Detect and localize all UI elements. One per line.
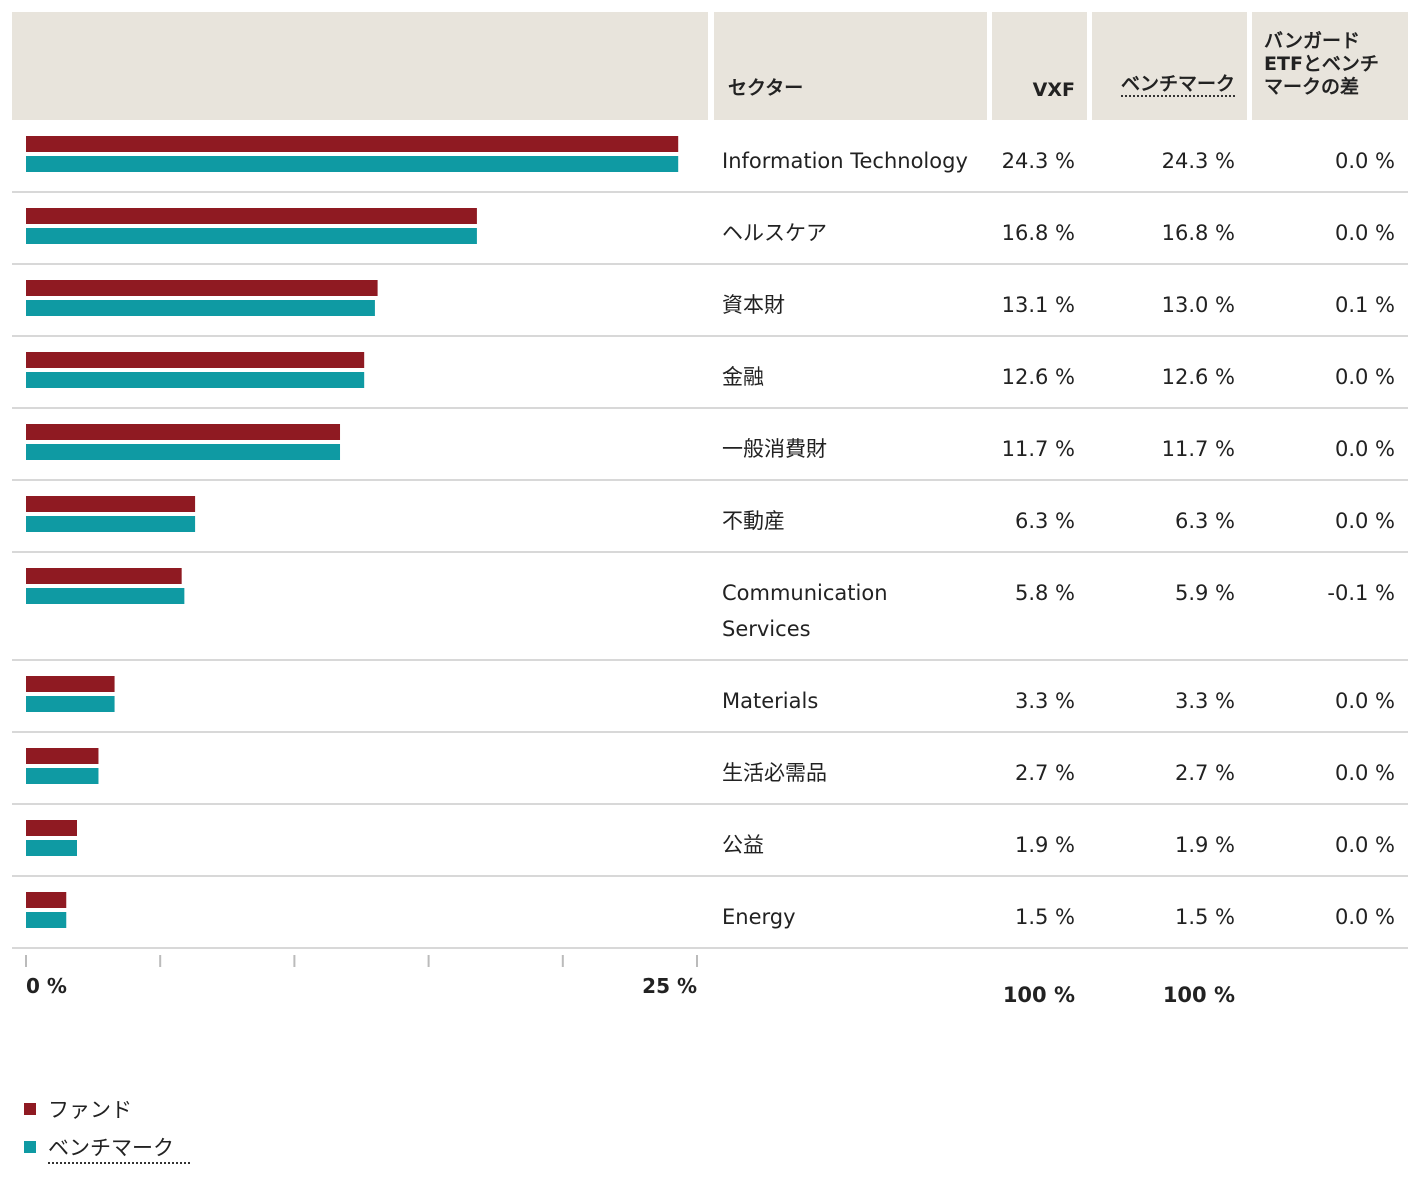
value-cell: 13.0 % (1161, 293, 1235, 317)
difference-cell: 0.0 % (1334, 365, 1395, 389)
x-tick-label: 0 % (26, 974, 67, 998)
value-cell: 5.8 % (1014, 581, 1075, 605)
sector-label: 公益 (722, 833, 764, 857)
value-cell: 16.8 % (1161, 221, 1235, 245)
header-cell (1092, 12, 1247, 120)
difference-cell: 0.0 % (1334, 833, 1395, 857)
value-cell: 11.7 % (1161, 437, 1235, 461)
value-cell: 24.3 % (1161, 149, 1235, 173)
difference-cell: 0.0 % (1334, 905, 1395, 929)
bar (26, 156, 679, 172)
header-cell (992, 12, 1087, 120)
sector-label: 一般消費財 (722, 437, 827, 461)
bar (26, 228, 477, 244)
total-cell: 100 % (1002, 983, 1075, 1007)
bar (26, 748, 99, 764)
difference-cell: 0.0 % (1334, 689, 1395, 713)
column-header: ベンチマーク (1092, 73, 1235, 97)
header-cell (12, 12, 708, 120)
value-cell: 3.3 % (1014, 689, 1075, 713)
bar (26, 300, 375, 316)
column-header: VXF (1032, 79, 1075, 101)
sector-label: 金融 (722, 365, 764, 389)
sector-label: 生活必需品 (722, 761, 827, 785)
sector-label: 不動産 (722, 509, 785, 533)
sector-label: Energy (722, 905, 796, 929)
value-cell: 3.3 % (1174, 689, 1235, 713)
total-cell: 100 % (1162, 983, 1235, 1007)
bar (26, 676, 115, 692)
legend-label: ベンチマーク (48, 1136, 174, 1160)
value-cell: 1.5 % (1174, 905, 1235, 929)
bar (26, 280, 378, 296)
sector-label: Communication Services (722, 581, 888, 641)
difference-cell: 0.0 % (1334, 509, 1395, 533)
bar (26, 444, 341, 460)
value-cell: 11.7 % (1001, 437, 1075, 461)
bar (26, 136, 679, 152)
bar (26, 208, 477, 224)
value-cell: 2.7 % (1014, 761, 1075, 785)
bar (26, 516, 196, 532)
sector-label: Information Technology (722, 149, 968, 173)
bar (26, 372, 365, 388)
bar (26, 912, 67, 928)
legend-swatch (24, 1103, 36, 1115)
value-cell: 16.8 % (1001, 221, 1075, 245)
bar (26, 568, 182, 584)
difference-cell: 0.0 % (1334, 149, 1395, 173)
bar (26, 768, 99, 784)
difference-cell: 0.0 % (1334, 437, 1395, 461)
value-cell: 5.9 % (1174, 581, 1235, 605)
bar (26, 696, 115, 712)
x-tick-label: 25 % (642, 974, 697, 998)
bar (26, 588, 185, 604)
sector-label: Materials (722, 689, 819, 713)
bar (26, 352, 365, 368)
difference-cell: -0.1 % (1327, 581, 1395, 605)
bar (26, 892, 67, 908)
value-cell: 1.5 % (1014, 905, 1075, 929)
value-cell: 12.6 % (1001, 365, 1075, 389)
value-cell: 6.3 % (1174, 509, 1235, 533)
difference-cell: 0.0 % (1334, 221, 1395, 245)
column-header-text: ベンチマーク (1120, 73, 1235, 97)
value-cell: 13.1 % (1001, 293, 1075, 317)
header-cell (1252, 12, 1408, 120)
value-cell: 1.9 % (1014, 833, 1075, 857)
bar (26, 496, 196, 512)
column-header: セクター (728, 77, 804, 99)
sector-label: 資本財 (722, 293, 785, 317)
header-cell (714, 12, 987, 120)
bar (26, 820, 77, 836)
column-header: バンガード ETFとベンチ マークの差 (1264, 30, 1379, 98)
legend-label: ファンド (48, 1098, 132, 1122)
difference-cell: 0.0 % (1334, 761, 1395, 785)
legend-swatch (24, 1141, 36, 1153)
value-cell: 12.6 % (1161, 365, 1235, 389)
value-cell: 24.3 % (1001, 149, 1075, 173)
sector-label: ヘルスケア (722, 221, 827, 245)
bar (26, 840, 77, 856)
value-cell: 6.3 % (1014, 509, 1075, 533)
value-cell: 2.7 % (1174, 761, 1235, 785)
bar (26, 424, 341, 440)
value-cell: 1.9 % (1174, 833, 1235, 857)
difference-cell: 0.1 % (1334, 293, 1395, 317)
